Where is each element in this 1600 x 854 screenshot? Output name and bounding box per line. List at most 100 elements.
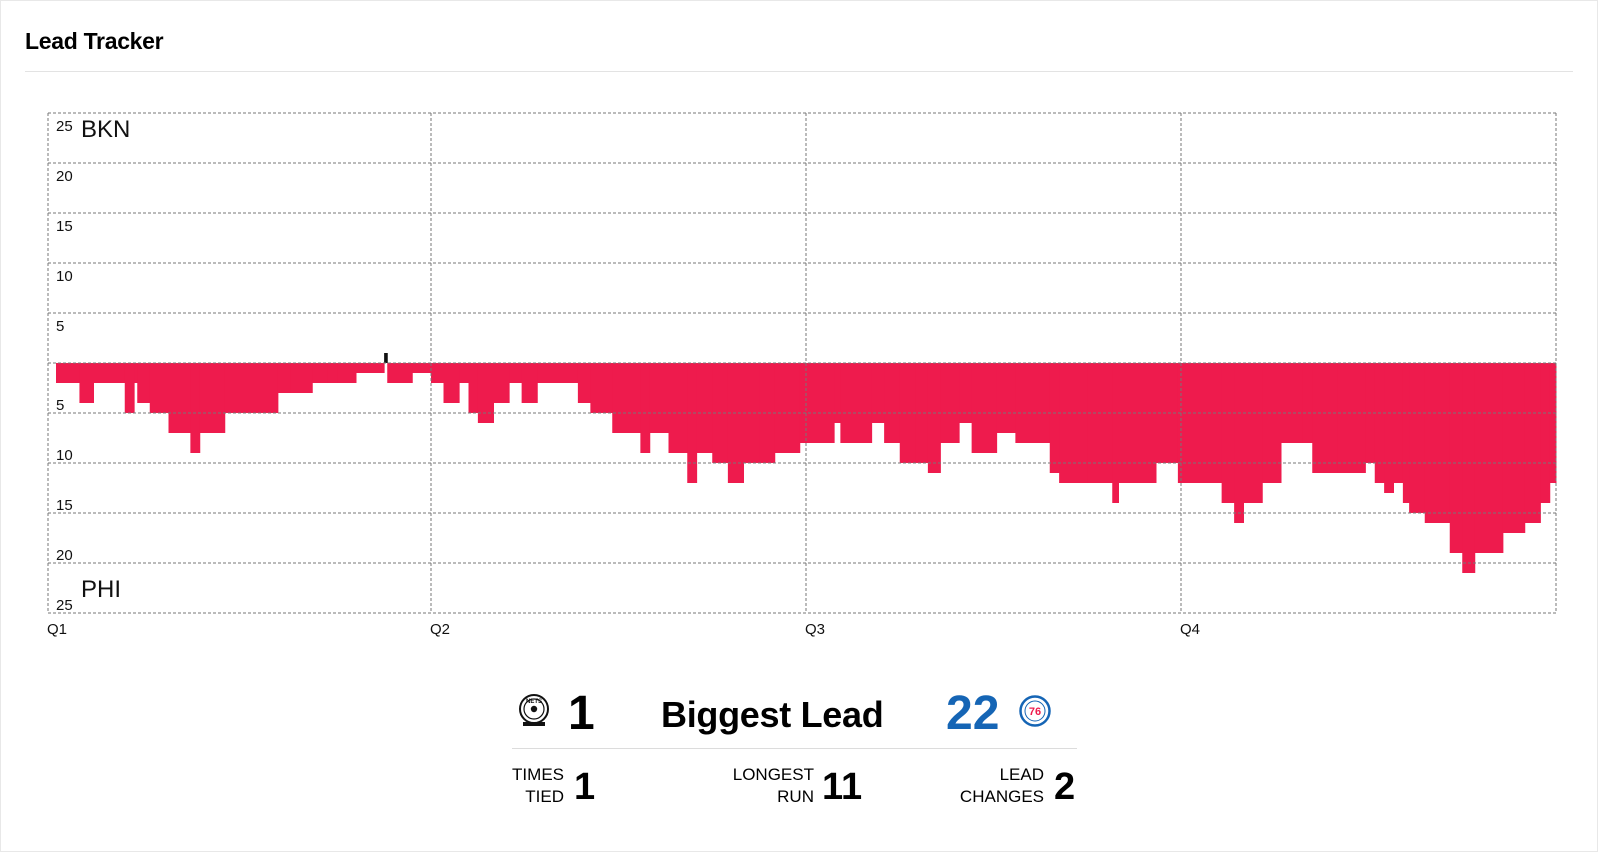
lead-segment	[277, 363, 291, 393]
lead-segment	[612, 363, 641, 433]
page-title: Lead Tracker	[25, 28, 164, 54]
y-tick-label: 15	[56, 497, 73, 514]
team-label-bkn: BKN	[81, 116, 130, 143]
y-tick-label: 5	[56, 318, 64, 335]
y-tick-label: 10	[56, 268, 73, 285]
lead-segment	[290, 363, 313, 393]
lead-segment	[940, 363, 960, 443]
lead-segment	[696, 363, 713, 453]
lead-segment	[327, 363, 338, 383]
lead-segment	[834, 363, 841, 423]
lead-segment	[1302, 363, 1313, 443]
y-axis-bottom-ticks: 5 10 15 20 25	[56, 397, 73, 614]
lead-segment	[959, 363, 973, 423]
lead-segment	[884, 363, 901, 443]
lead-segment	[1540, 363, 1551, 503]
lead-segment	[124, 363, 135, 413]
lead-segment	[137, 363, 151, 403]
lead-segment	[134, 363, 138, 383]
lead-segment	[1374, 363, 1385, 483]
lead-segment	[649, 363, 669, 433]
lead-segment	[521, 363, 538, 403]
y-tick-label: 25	[56, 597, 73, 614]
lead-segment	[1462, 363, 1476, 573]
lead-segment	[356, 363, 369, 373]
lead-segment	[759, 363, 776, 463]
lead-segment	[1234, 363, 1244, 523]
x-tick-label: Q1	[47, 621, 67, 638]
lead-segment	[640, 363, 651, 453]
lead-segment	[224, 363, 279, 413]
lead-segment	[1049, 363, 1060, 473]
lead-segment	[840, 363, 873, 443]
lead-segment	[1281, 363, 1304, 443]
y-tick-label: 25	[56, 118, 73, 135]
lead-segment	[1087, 363, 1113, 483]
lead-segment	[459, 363, 469, 383]
lead-segment	[1524, 363, 1541, 523]
lead-segment	[774, 363, 801, 453]
y-tick-label: 15	[56, 218, 73, 235]
lead-segment	[996, 363, 1016, 433]
x-tick-label: Q3	[805, 621, 825, 638]
lead-segment	[56, 363, 80, 383]
lead-segment	[971, 363, 998, 453]
lead-segment	[577, 363, 591, 403]
lead-segment	[590, 363, 613, 413]
team-label-phi: PHI	[81, 576, 121, 603]
lead-segment	[190, 363, 201, 453]
y-tick-label: 10	[56, 447, 73, 464]
lead-segment	[434, 363, 444, 383]
lead-segment	[899, 363, 916, 463]
lead-segment	[199, 363, 226, 433]
lead-segment	[668, 363, 688, 453]
lead-segment	[537, 363, 569, 383]
lead-segment	[568, 363, 579, 383]
lead-segment	[1312, 363, 1338, 473]
lead-segment	[727, 363, 744, 483]
lead-segment	[806, 363, 835, 443]
lead-segment	[1474, 363, 1504, 553]
lead-segment	[687, 363, 698, 483]
y-tick-label: 20	[56, 547, 73, 564]
lead-segment	[168, 363, 191, 433]
lead-area	[56, 353, 1557, 573]
y-axis-top-ticks: 25 20 15 10 5	[56, 118, 73, 335]
lead-segment	[387, 363, 394, 383]
x-tick-label: Q4	[1180, 621, 1200, 638]
grid-lines	[47, 112, 1557, 614]
lead-segment	[1393, 363, 1404, 483]
lead-segment	[1549, 363, 1557, 483]
lead-segment	[1449, 363, 1463, 553]
lead-segment	[384, 353, 388, 363]
lead-segment	[915, 363, 929, 463]
lead-segment	[149, 363, 169, 413]
y-tick-label: 5	[56, 397, 64, 414]
lead-segment	[1156, 363, 1179, 463]
lead-segment	[1221, 363, 1235, 503]
lead-segment	[1059, 363, 1088, 483]
lead-segment	[431, 363, 435, 383]
lead-segment	[1112, 363, 1119, 503]
lead-segment	[493, 363, 510, 403]
lead-segment	[799, 363, 807, 443]
lead-segment	[468, 363, 479, 413]
title-divider	[25, 71, 1573, 72]
lead-segment	[927, 363, 941, 473]
lead-segment	[368, 363, 385, 373]
lead-segment	[412, 363, 432, 373]
x-tick-label: Q2	[430, 621, 450, 638]
lead-segment	[1384, 363, 1394, 493]
lead-segment	[509, 363, 523, 383]
y-tick-label: 20	[56, 168, 73, 185]
lead-segment	[871, 363, 885, 423]
lead-segment	[93, 363, 119, 383]
lead-segment	[1337, 363, 1366, 473]
lead-segment	[1206, 363, 1223, 483]
lead-segment	[337, 363, 357, 383]
x-axis-ticks: Q1 Q2 Q3 Q4	[47, 621, 1200, 638]
lead-segment	[477, 363, 494, 423]
lead-segment	[443, 363, 460, 403]
